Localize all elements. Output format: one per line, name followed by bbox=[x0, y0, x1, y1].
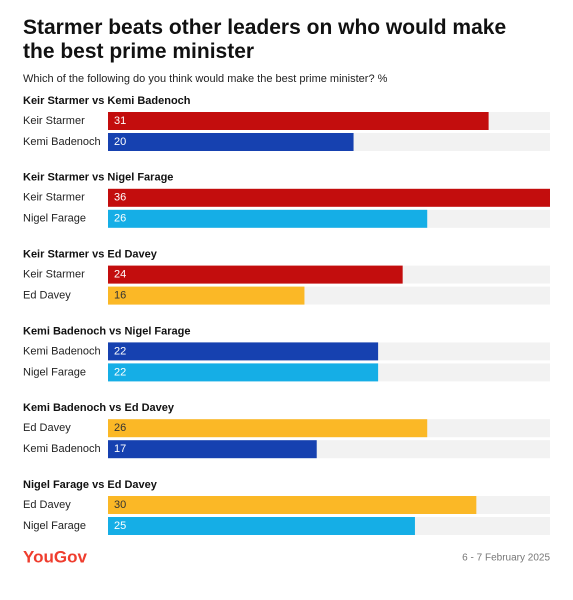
group-title: Kemi Badenoch vs Nigel Farage bbox=[23, 325, 191, 337]
value-label: 36 bbox=[114, 192, 126, 204]
value-label: 22 bbox=[114, 366, 126, 378]
value-label: 26 bbox=[114, 422, 126, 434]
group-title: Nigel Farage vs Ed Davey bbox=[23, 479, 158, 491]
bar bbox=[108, 265, 403, 284]
bar bbox=[108, 363, 379, 382]
value-label: 24 bbox=[114, 269, 126, 281]
bar-label: Nigel Farage bbox=[23, 366, 86, 378]
bar-label: Nigel Farage bbox=[23, 213, 86, 225]
bar bbox=[108, 517, 415, 535]
group-title: Keir Starmer vs Kemi Badenoch bbox=[23, 95, 191, 107]
bar bbox=[108, 440, 317, 459]
value-label: 31 bbox=[114, 115, 126, 127]
bar-label: Keir Starmer bbox=[23, 192, 85, 204]
value-label: 17 bbox=[114, 443, 126, 455]
chart-title: Starmer beats other leaders on who would… bbox=[23, 16, 507, 63]
bar-label: Kemi Badenoch bbox=[23, 443, 101, 455]
bar bbox=[108, 209, 428, 228]
bar-label: Ed Davey bbox=[23, 499, 71, 511]
date: 6 - 7 February 2025 bbox=[462, 553, 550, 564]
value-label: 26 bbox=[114, 213, 126, 225]
bar bbox=[108, 133, 354, 151]
bar-label: Kemi Badenoch bbox=[23, 136, 101, 148]
value-label: 30 bbox=[114, 499, 126, 511]
value-label: 25 bbox=[114, 520, 126, 532]
group-title: Kemi Badenoch vs Ed Davey bbox=[23, 402, 175, 414]
bar bbox=[108, 342, 379, 361]
bar bbox=[108, 112, 489, 130]
bar bbox=[108, 419, 428, 438]
bar-label: Keir Starmer bbox=[23, 115, 85, 127]
bar bbox=[108, 286, 305, 305]
bar-label: Keir Starmer bbox=[23, 269, 85, 281]
bar bbox=[108, 496, 477, 514]
bar-label: Ed Davey bbox=[23, 422, 71, 434]
value-label: 16 bbox=[114, 290, 126, 302]
bar-label: Nigel Farage bbox=[23, 520, 86, 532]
group-title: Keir Starmer vs Nigel Farage bbox=[23, 172, 173, 184]
subtitle: Which of the following do you think woul… bbox=[23, 73, 388, 85]
value-label: 20 bbox=[114, 136, 126, 148]
group-title: Keir Starmer vs Ed Davey bbox=[23, 249, 158, 261]
bar bbox=[108, 188, 550, 207]
brand: YouGov bbox=[23, 547, 87, 566]
bar-label: Kemi Badenoch bbox=[23, 345, 101, 357]
bar-label: Ed Davey bbox=[23, 290, 71, 302]
value-label: 22 bbox=[114, 345, 126, 357]
